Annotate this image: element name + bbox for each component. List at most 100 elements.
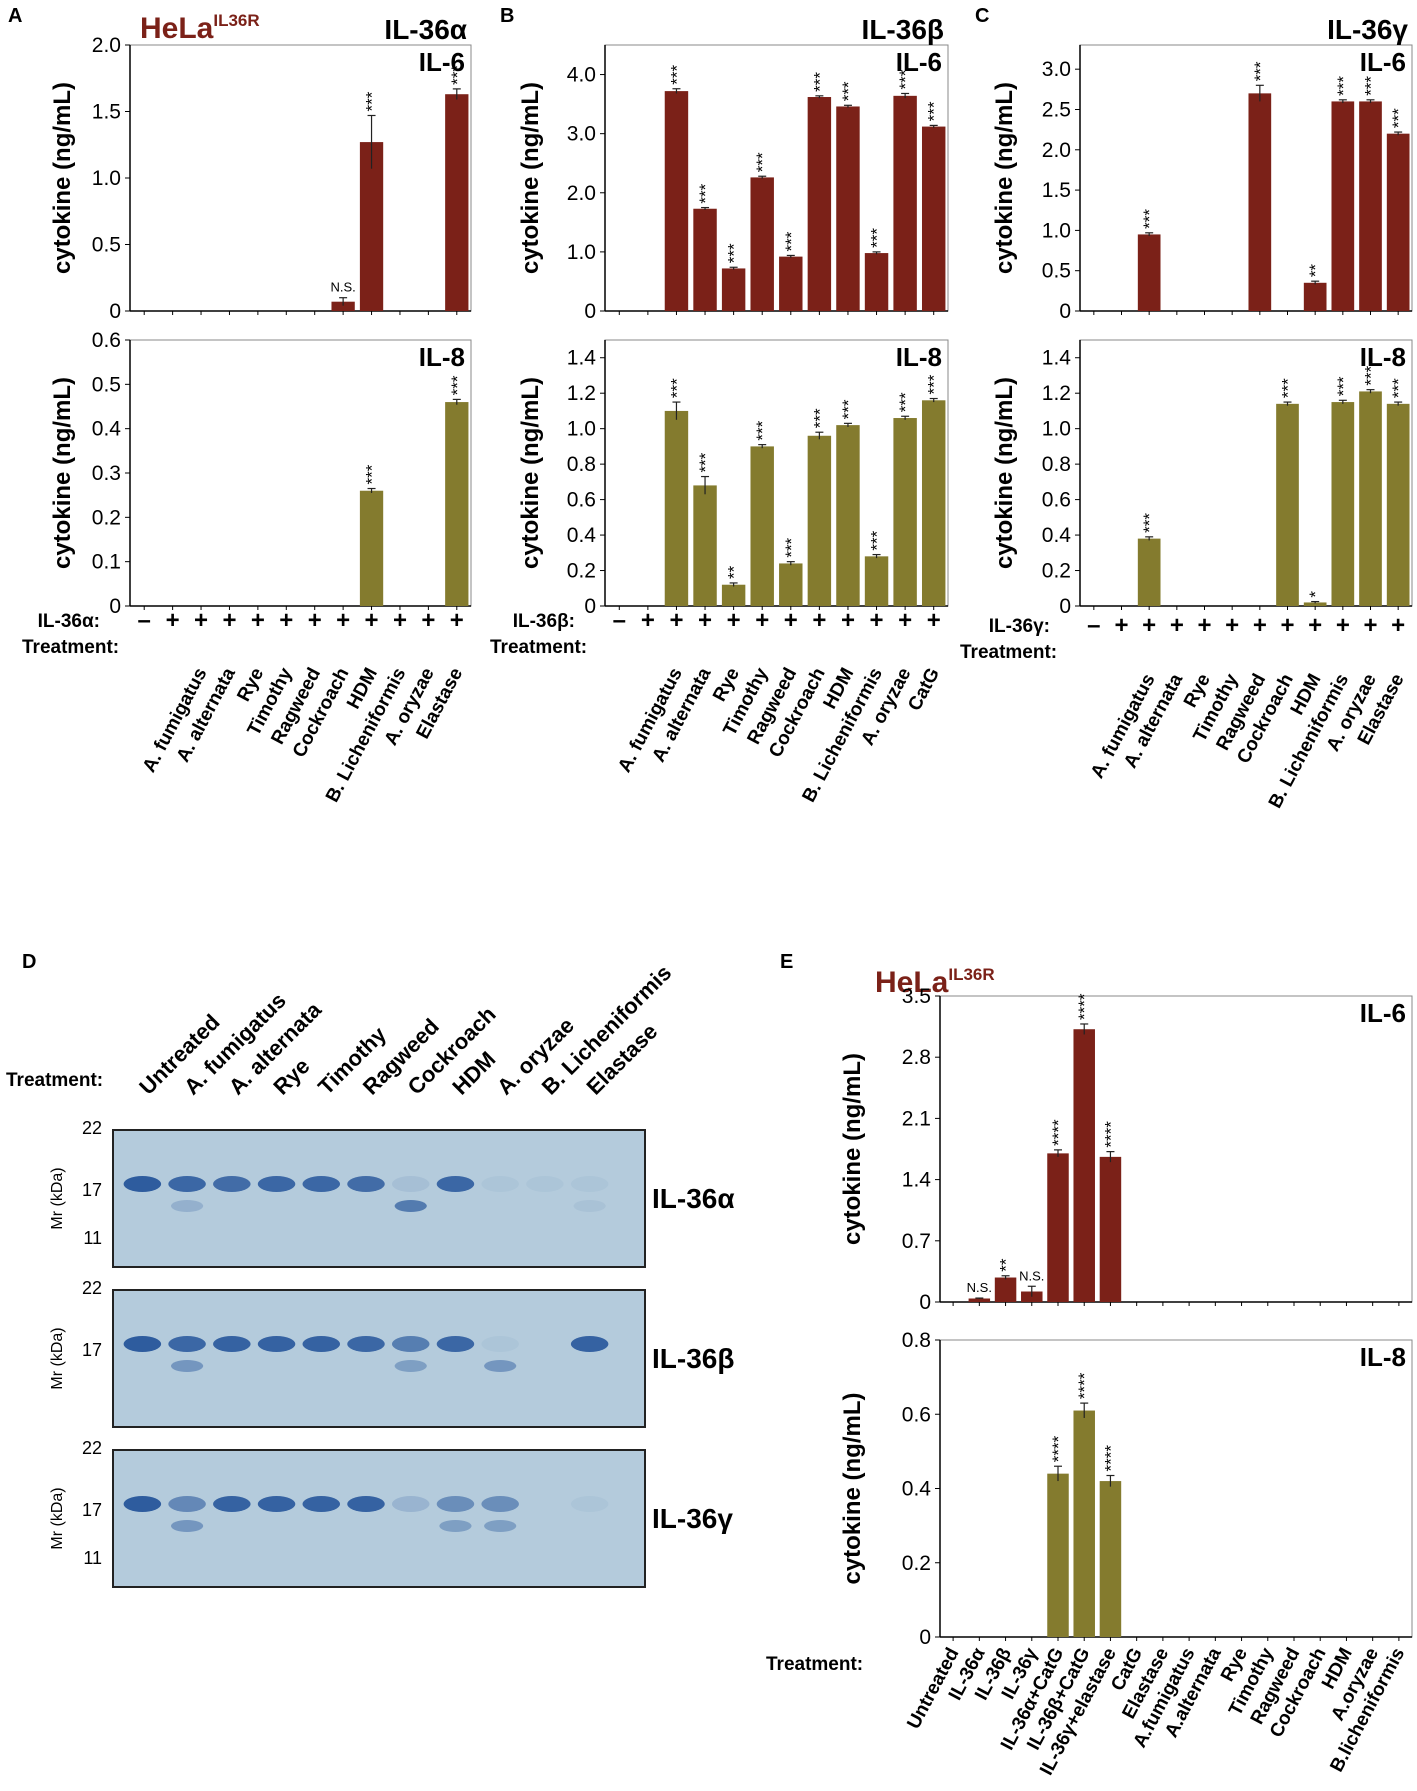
plot-frame (939, 995, 1413, 1303)
significance-label: *** (363, 91, 382, 111)
significance-label: *** (667, 65, 686, 85)
significance-label: *** (839, 399, 858, 419)
gel-band (570, 1496, 609, 1512)
sign: + (870, 607, 884, 634)
sign: + (841, 607, 855, 634)
hela-label-a: HeLaIL36R (140, 11, 260, 45)
y-tick-label: 0.8 (902, 1329, 931, 1352)
bar (968, 1298, 991, 1302)
sign: + (698, 607, 712, 634)
treatment-label: Treatment: (22, 637, 119, 658)
y-tick-label: 0.4 (92, 418, 122, 441)
significance-label: *** (448, 65, 467, 85)
gel-band (347, 1496, 385, 1512)
y-tick-label: 0 (109, 300, 121, 323)
significance-label: **** (1049, 1435, 1068, 1462)
bar (1137, 234, 1161, 311)
gel-band-lower (170, 1520, 204, 1532)
y-tick-label: 0.6 (567, 489, 596, 512)
gel-image (112, 1289, 646, 1428)
gel-blot: 22 17 11 Mr (kDa) IL-36γ (49, 1438, 733, 1588)
y-tick-label: 0.2 (902, 1552, 931, 1575)
bar (1303, 602, 1327, 606)
y-tick-label: 2.1 (902, 1107, 931, 1130)
chart-A-IL6: 00.51.01.52.0N.S.******IL-6IL-36αcytokin… (49, 14, 472, 323)
y-tick-label: 0.5 (1042, 260, 1071, 283)
sign: + (365, 607, 379, 634)
sign: + (784, 607, 798, 634)
mw-axis-label: Mr (kDa) (49, 1487, 66, 1549)
significance-label: *** (896, 69, 915, 89)
significance-label: **** (1049, 1119, 1068, 1146)
significance-label: *** (925, 374, 944, 394)
gel-image (112, 1129, 646, 1268)
hela-label-e: HeLaIL36R (875, 965, 995, 999)
bar (1386, 133, 1410, 311)
sign: + (421, 607, 435, 634)
gel-band (213, 1176, 251, 1192)
bar (1276, 403, 1299, 606)
significance-label: *** (1251, 61, 1270, 81)
gel-band (168, 1336, 206, 1352)
significance-label: *** (753, 152, 772, 172)
bar (359, 490, 384, 606)
gel-band (123, 1176, 162, 1192)
bar (1386, 403, 1410, 606)
gel-band (570, 1176, 609, 1192)
gel-band (302, 1336, 341, 1352)
y-tick-label: 1.4 (567, 347, 597, 370)
bar (359, 142, 384, 311)
sign: + (1363, 612, 1377, 639)
treatment-label: Treatment: (490, 637, 587, 658)
sign: + (222, 607, 236, 634)
sign: + (450, 607, 464, 634)
y-tick-label: 0.2 (567, 560, 596, 583)
y-tick-label: 0 (584, 595, 596, 618)
sign: + (641, 607, 655, 634)
y-axis-label: cytokine (ng/mL) (839, 1053, 866, 1245)
chart-title: IL-36γ (1327, 14, 1408, 45)
gel-band (168, 1496, 206, 1512)
gel-treatment-label: Treatment: (6, 1070, 103, 1091)
gel-band (481, 1496, 519, 1512)
significance-label: *** (667, 378, 686, 398)
gel-band-lower (394, 1200, 427, 1212)
significance-label: *** (782, 231, 801, 251)
gel-band-lower (394, 1360, 427, 1372)
chart-B-IL6: 0 1.0 2.0 3.0 4.0 *** *** *** *** *** *** *** *** ***… (517, 14, 949, 323)
gel-band-lower (573, 1200, 606, 1212)
y-tick-label: 0.4 (567, 524, 597, 547)
bar (921, 126, 946, 311)
y-tick-label: 1.2 (1042, 382, 1071, 405)
sign: – (138, 607, 151, 634)
bar (779, 256, 803, 311)
significance-label: *** (725, 243, 744, 263)
gel-band (257, 1176, 296, 1192)
gel-band (481, 1176, 519, 1192)
bar (693, 208, 717, 311)
y-tick-label: 1.2 (567, 382, 596, 405)
sign: + (308, 607, 322, 634)
y-axis-label: cytokine (ng/mL) (517, 377, 544, 569)
significance-label: N.S. (330, 280, 355, 295)
gel-band-lower (484, 1520, 517, 1532)
significance-label: *** (1389, 108, 1408, 128)
sign: + (279, 607, 293, 634)
treatment-label: Treatment: (766, 1654, 863, 1675)
sign: + (1308, 612, 1322, 639)
bar (1331, 101, 1355, 311)
y-tick-label: 1.4 (1042, 347, 1072, 370)
gel-band-lower (170, 1200, 204, 1212)
significance-label: *** (896, 392, 915, 412)
significance-label: *** (1362, 76, 1381, 96)
y-tick-label: 2.5 (1042, 98, 1071, 121)
gel-band (570, 1336, 609, 1352)
bar (721, 584, 746, 606)
mw-marker: 22 (82, 1118, 102, 1138)
y-tick-label: 1.5 (1042, 179, 1071, 202)
y-axis-label: cytokine (ng/mL) (991, 377, 1018, 569)
gel-band (347, 1176, 385, 1192)
y-tick-label: 2.0 (1042, 139, 1071, 162)
mw-marker: 11 (83, 1228, 102, 1248)
gel-band-lower (484, 1360, 517, 1372)
